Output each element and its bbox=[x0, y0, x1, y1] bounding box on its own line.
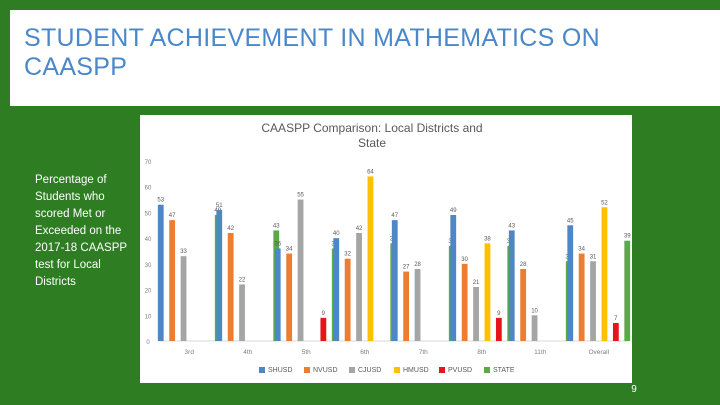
y-tick-label: 10 bbox=[145, 314, 152, 320]
legend-label: NVUSD bbox=[313, 367, 338, 374]
bar-state-overall bbox=[624, 240, 631, 341]
bar-nvusd-overall bbox=[578, 253, 585, 341]
data-label: 43 bbox=[508, 223, 515, 229]
bar-cjusd-7th bbox=[414, 269, 421, 341]
data-label: 38 bbox=[484, 236, 491, 242]
bar-shusd-3rd bbox=[157, 204, 164, 341]
x-tick-label: 4th bbox=[243, 349, 252, 356]
legend-swatch bbox=[349, 367, 355, 373]
legend-label: HMUSD bbox=[403, 367, 429, 374]
legend-swatch bbox=[259, 367, 265, 373]
bar-pvusd-5th bbox=[320, 317, 327, 341]
y-tick-label: 40 bbox=[145, 237, 152, 243]
bar-cjusd-4th bbox=[239, 284, 245, 341]
bar-shusd-11th bbox=[508, 230, 515, 341]
data-label: 21 bbox=[473, 280, 480, 286]
bar-nvusd-11th bbox=[520, 269, 527, 341]
bar-cjusd-5th bbox=[297, 199, 304, 341]
bar-shusd-7th bbox=[391, 220, 398, 341]
data-label: 43 bbox=[273, 223, 280, 229]
data-label: 9 bbox=[322, 311, 326, 317]
bar-hmusd-6th bbox=[367, 176, 374, 341]
bar-nvusd-3rd bbox=[169, 220, 176, 341]
x-tick-label: 8th bbox=[477, 349, 486, 356]
data-label: 39 bbox=[624, 234, 631, 240]
y-tick-label: 60 bbox=[145, 186, 152, 192]
data-label: 47 bbox=[391, 213, 398, 219]
legend-label: PVUSD bbox=[448, 367, 472, 374]
data-label: 40 bbox=[333, 231, 340, 237]
side-description: Percentage of Students who scored Met or… bbox=[35, 174, 127, 288]
bar-nvusd-6th bbox=[344, 258, 351, 341]
x-tick-label: 3rd bbox=[185, 349, 195, 356]
bar-nvusd-4th bbox=[227, 233, 234, 341]
x-tick-label: Overall bbox=[588, 349, 609, 356]
bar-shusd-5th bbox=[274, 248, 281, 341]
data-label: 36 bbox=[274, 241, 281, 247]
legend-swatch bbox=[439, 367, 445, 373]
bar-cjusd-6th bbox=[356, 233, 362, 341]
data-label: 52 bbox=[601, 200, 608, 206]
bar-cjusd-8th bbox=[473, 287, 479, 341]
legend-swatch bbox=[394, 367, 400, 373]
bar-shusd-8th bbox=[450, 215, 457, 341]
data-label: 28 bbox=[520, 262, 527, 268]
y-tick-label: 20 bbox=[145, 289, 152, 295]
data-label: 33 bbox=[180, 249, 187, 255]
bar-cjusd-3rd bbox=[180, 256, 187, 341]
x-tick-label: 5th bbox=[302, 349, 311, 356]
y-tick-label: 30 bbox=[145, 263, 152, 269]
legend-label: SHUSD bbox=[268, 367, 293, 374]
data-label: 49 bbox=[450, 208, 457, 214]
legend-label: STATE bbox=[493, 367, 515, 374]
data-label: 42 bbox=[356, 226, 363, 232]
slide-title: STUDENT ACHIEVEMENT IN MATHEMATICS ON CA… bbox=[24, 24, 600, 81]
top-strip bbox=[0, 0, 720, 10]
data-label: 51 bbox=[216, 203, 223, 209]
title-band bbox=[10, 10, 720, 106]
bar-hmusd-overall bbox=[601, 207, 608, 341]
data-label: 34 bbox=[578, 247, 585, 253]
bar-hmusd-8th bbox=[484, 243, 491, 341]
data-label: 28 bbox=[414, 262, 421, 268]
x-tick-label: 7th bbox=[419, 349, 428, 356]
bar-nvusd-8th bbox=[461, 263, 468, 341]
data-label: 30 bbox=[461, 257, 468, 263]
page-number: 9 bbox=[631, 384, 637, 395]
data-label: 10 bbox=[531, 308, 538, 314]
data-label: 45 bbox=[567, 218, 574, 224]
legend-swatch bbox=[304, 367, 310, 373]
data-label: 42 bbox=[227, 226, 234, 232]
legend-label: CJUSD bbox=[358, 367, 381, 374]
data-label: 55 bbox=[297, 193, 304, 199]
x-tick-label: 11th bbox=[534, 349, 547, 356]
data-label: 27 bbox=[403, 265, 410, 271]
bar-shusd-4th bbox=[216, 209, 223, 341]
bar-shusd-overall bbox=[567, 225, 574, 341]
bar-nvusd-5th bbox=[286, 253, 293, 341]
x-tick-label: 6th bbox=[360, 349, 369, 356]
bar-nvusd-7th bbox=[403, 271, 410, 341]
data-label: 22 bbox=[239, 277, 246, 283]
bar-pvusd-8th bbox=[495, 317, 502, 341]
y-tick-label: 0 bbox=[146, 340, 150, 346]
chart-title: CAASPP Comparison: Local Districts and St… bbox=[261, 121, 482, 150]
bar-shusd-6th bbox=[333, 238, 340, 341]
data-label: 47 bbox=[169, 213, 176, 219]
bar-cjusd-11th bbox=[531, 315, 538, 341]
data-label: 9 bbox=[497, 311, 501, 317]
bar-pvusd-overall bbox=[612, 323, 619, 341]
data-label: 34 bbox=[286, 247, 293, 253]
bar-cjusd-overall bbox=[590, 261, 596, 341]
y-tick-label: 70 bbox=[145, 160, 152, 166]
data-label: 64 bbox=[367, 169, 374, 175]
bar-chart: CAASPP Comparison: Local Districts and St… bbox=[145, 121, 632, 374]
data-label: 53 bbox=[157, 198, 164, 204]
data-label: 7 bbox=[614, 316, 618, 322]
data-label: 31 bbox=[590, 254, 597, 260]
data-label: 32 bbox=[344, 252, 351, 258]
y-tick-label: 50 bbox=[145, 211, 152, 217]
legend-swatch bbox=[484, 367, 490, 373]
chart-panel: CAASPP Comparison: Local Districts and St… bbox=[140, 115, 632, 383]
